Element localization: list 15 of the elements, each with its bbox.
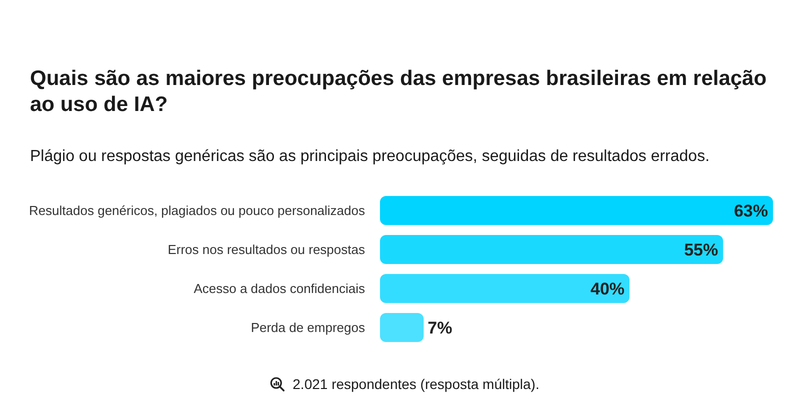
chart-subtitle: Plágio ou respostas genéricas são as principais preocupações, seguidas de resultados errados.	[30, 148, 710, 165]
data-label: 55%	[684, 240, 718, 260]
bar	[380, 274, 630, 303]
bar	[380, 313, 424, 342]
bar	[380, 235, 724, 264]
data-label: 63%	[734, 201, 768, 220]
data-label: 40%	[590, 279, 625, 298]
data-label: 7%	[428, 318, 452, 338]
bar	[380, 196, 773, 225]
chart-title: Quais são as maiores preocupações das empresas brasileiras em relação ao uso de IA?	[30, 67, 767, 116]
text: 2.021 respondentes (resposta múltipla).	[292, 376, 540, 392]
y-tick-label: Perda de empregos	[250, 320, 366, 336]
y-tick-label: Resultados genéricos, plagiados ou pouco personalizados	[28, 203, 366, 218]
y-tick-label: Acesso a dados confidenciais	[194, 281, 366, 296]
y-tick-label: Erros nos resultados ou respostas	[168, 242, 366, 258]
